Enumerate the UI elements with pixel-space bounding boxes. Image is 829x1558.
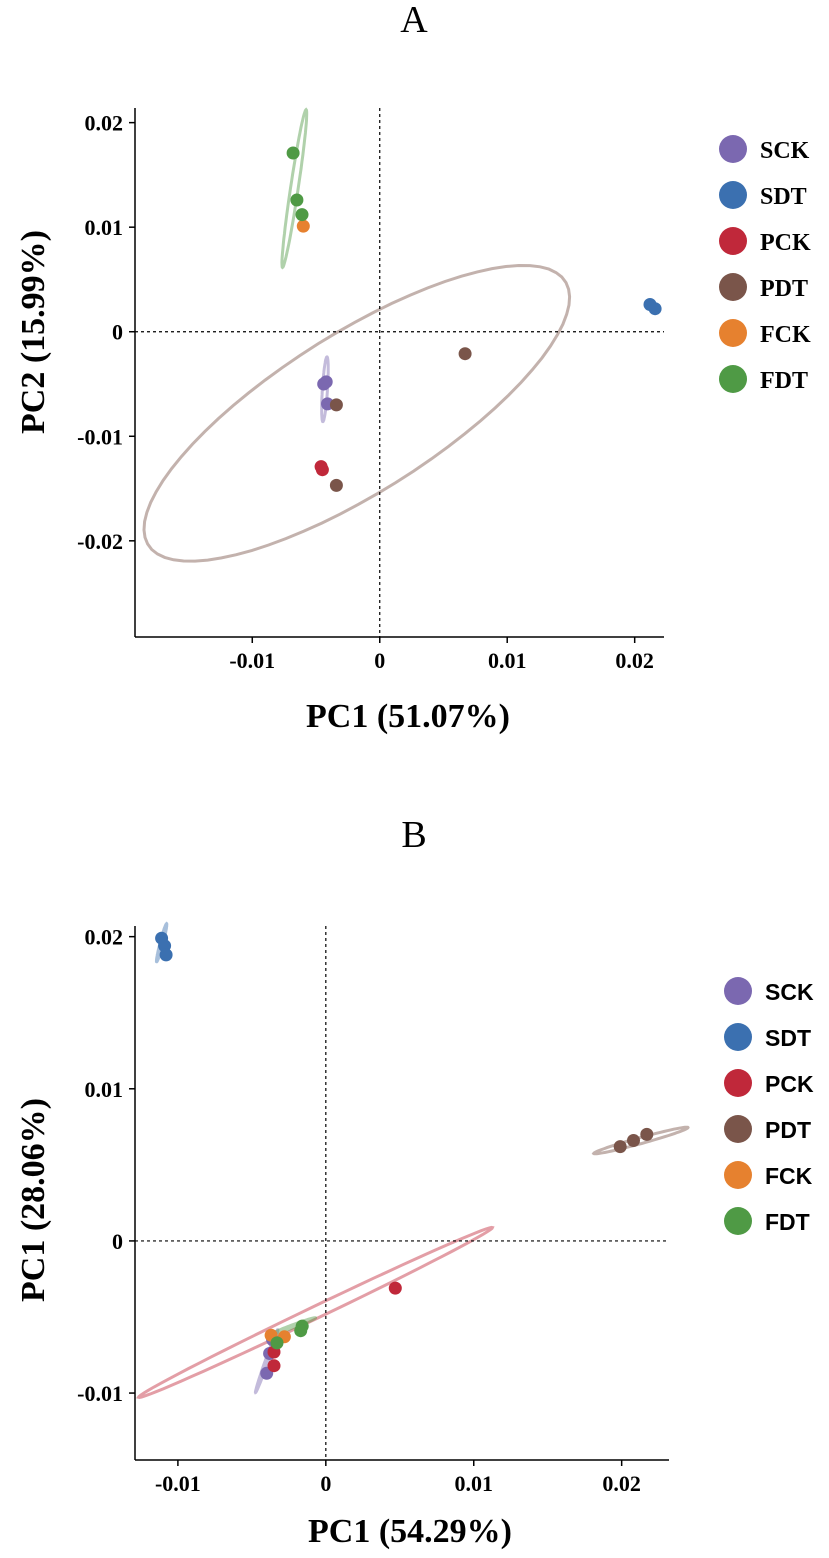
panel-b-ellipse-pdt xyxy=(591,1125,690,1156)
panel-a-legend-label-pdt: PDT xyxy=(760,276,808,302)
panel-a-point-fdt xyxy=(290,193,304,207)
panel-a-legend-marker-fdt xyxy=(719,365,747,393)
panel-b-axes: -0.01 0 0.01 0.02 0.02 0.01 0 -0.01 xyxy=(77,925,669,1496)
panel-a-x-tick-label: 0.02 xyxy=(615,648,654,673)
panel-b-y-tick-label: -0.01 xyxy=(77,1381,123,1406)
panel-a-point-pck xyxy=(315,463,329,477)
panel-b-legend-marker-sck xyxy=(724,977,752,1005)
panel-a-legend-label-fck: FCK xyxy=(760,322,811,348)
panel-b-point-fdt xyxy=(294,1324,308,1338)
panel-a-x-axis-label: PC1 (51.07%) xyxy=(306,698,510,735)
panel-b-y-tick-label: 0 xyxy=(112,1229,123,1254)
panel-a-ellipse-fdt xyxy=(280,107,309,270)
panel-a-legend-label-fdt: FDT xyxy=(760,368,808,394)
panel-b-x-axis-label: PC1 (54.29%) xyxy=(308,1513,512,1550)
panel-b-legend-marker-sdt xyxy=(724,1023,752,1051)
panel-b-ellipse-pck xyxy=(136,1225,495,1400)
panel-b-legend-marker-pck xyxy=(724,1069,752,1097)
panel-b-legend-marker-fck xyxy=(724,1161,752,1189)
panel-a-legend-label-sdt: SDT xyxy=(760,184,807,210)
panel-b-legend: SCK SDT PCK PDT FCK FDT xyxy=(724,977,814,1235)
panel-b-legend-label-sck: SCK xyxy=(765,979,814,1005)
panel-b-point-fdt xyxy=(270,1336,284,1350)
panel-b-y-tick-label: 0.01 xyxy=(85,1077,124,1102)
panel-a-legend-label-sck: SCK xyxy=(760,138,810,164)
panel-a: A PC1 (51.07%) PC2 (15.99%) -0.01 0 0.01 0.… xyxy=(15,0,811,735)
panel-b-ellipse-fdt xyxy=(268,1316,317,1337)
panel-b-points xyxy=(155,931,654,1380)
panel-a-y-tick-label: -0.02 xyxy=(77,529,123,554)
panel-b-point-pdt xyxy=(627,1134,640,1147)
panel-a-legend-marker-fck xyxy=(719,319,747,347)
panel-b-legend-marker-fdt xyxy=(724,1207,752,1235)
panel-b-ellipses xyxy=(136,921,690,1400)
panel-b-point-pck xyxy=(267,1359,281,1373)
panel-b-x-tick-label: 0.02 xyxy=(602,1471,641,1496)
panel-b-point-sdt xyxy=(159,948,173,962)
panel-a-points xyxy=(286,146,662,492)
panel-a-y-tick-label: 0.02 xyxy=(85,111,124,136)
panel-a-legend-marker-pck xyxy=(719,227,747,255)
panel-b-legend-label-pdt: PDT xyxy=(765,1117,811,1143)
panel-a-ellipse-pdt xyxy=(142,263,572,563)
panel-a-point-fdt xyxy=(295,208,309,222)
panel-b-point-pck xyxy=(388,1281,402,1295)
panel-a-point-pdt xyxy=(329,398,343,412)
panel-a-point-fck xyxy=(296,219,310,233)
panel-a-x-tick-label: 0.01 xyxy=(488,648,527,673)
panel-a-axes: -0.01 0 0.01 0.02 0.02 0.01 0 -0.01 -0.02 xyxy=(77,108,664,673)
panel-b-legend-label-fck: FCK xyxy=(765,1163,813,1189)
panel-b-y-tick-label: 0.02 xyxy=(85,925,124,950)
panel-a-legend: SCK SDT PCK PDT FCK FDT xyxy=(719,135,811,394)
panel-a-legend-marker-sdt xyxy=(719,181,747,209)
panel-a-point-pdt xyxy=(329,478,343,492)
panel-a-y-tick-label: 0 xyxy=(112,320,123,345)
panel-a-ellipses xyxy=(142,107,572,563)
panel-a-x-tick-label: 0 xyxy=(374,648,385,673)
panel-a-point-pdt xyxy=(458,347,472,361)
panel-b-legend-marker-pdt xyxy=(724,1115,752,1143)
panel-a-y-axis-label: PC2 (15.99%) xyxy=(15,230,52,434)
panel-a-legend-label-pck: PCK xyxy=(760,230,811,256)
panel-a-point-fdt xyxy=(286,146,300,160)
panel-b-point-pdt xyxy=(613,1140,627,1154)
panel-a-x-tick-label: -0.01 xyxy=(229,648,275,673)
panel-b-x-tick-label: 0 xyxy=(320,1471,331,1496)
panel-a-legend-marker-sck xyxy=(719,135,747,163)
panel-a-point-sdt xyxy=(648,302,662,316)
panel-b-x-tick-label: -0.01 xyxy=(155,1471,201,1496)
panel-b-title: B xyxy=(401,814,426,856)
panel-a-legend-marker-pdt xyxy=(719,273,747,301)
panel-b-x-tick-label: 0.01 xyxy=(454,1471,493,1496)
panel-b-legend-label-fdt: FDT xyxy=(765,1209,810,1235)
panel-b-y-axis-label: PC1 (28.06%) xyxy=(15,1098,52,1302)
panel-a-title: A xyxy=(400,0,428,41)
panel-b-point-pdt xyxy=(640,1127,654,1141)
panel-a-ellipse-sck xyxy=(320,355,330,424)
panel-b: B PC1 (54.29%) PC1 (28.06%) -0.01 0 0.01 0.… xyxy=(15,814,814,1550)
panel-b-legend-label-pck: PCK xyxy=(765,1071,814,1097)
panel-a-y-tick-label: 0.01 xyxy=(85,215,124,240)
panel-a-y-tick-label: -0.01 xyxy=(77,424,123,449)
panel-b-legend-label-sdt: SDT xyxy=(765,1025,811,1051)
panel-a-point-sck xyxy=(319,375,333,389)
